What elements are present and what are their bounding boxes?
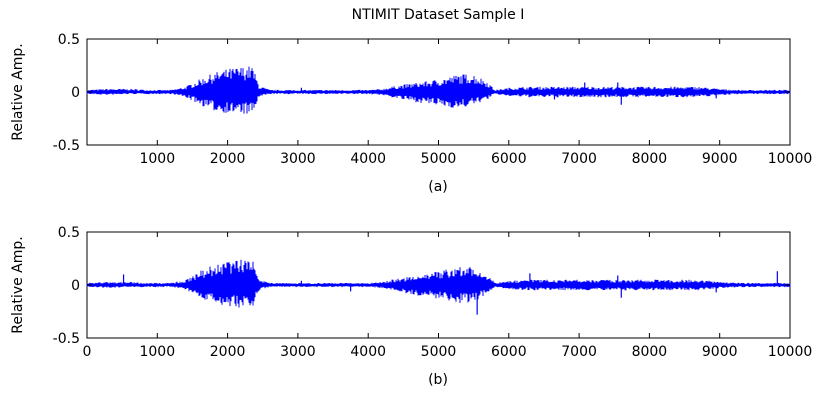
x-tick-label: 10000 <box>768 344 813 360</box>
subplot-b: 0 1000 2000 3000 4000 5000 6000 7000 8000 9000 100… <box>10 225 812 388</box>
y-axis-label-a: Relative Amp. <box>10 43 26 140</box>
x-tick-label: 4000 <box>350 344 386 360</box>
y-tick-label: 0.5 <box>58 225 80 241</box>
x-tick-label: 2000 <box>210 151 246 167</box>
x-ticks-b: 0 1000 2000 3000 4000 5000 6000 7000 8000 9000 100… <box>83 232 813 360</box>
x-tick-label: 3000 <box>280 344 316 360</box>
x-tick-label: 2000 <box>210 344 246 360</box>
x-axis-label-a: (a) <box>428 179 448 195</box>
y-ticks-a: -0.5 0 0.5 <box>53 32 790 154</box>
x-tick-label: 5000 <box>421 344 457 360</box>
y-tick-label: -0.5 <box>53 138 80 154</box>
x-axis-label-b: (b) <box>428 372 448 388</box>
x-tick-label: 3000 <box>280 151 316 167</box>
x-tick-label: 7000 <box>561 151 597 167</box>
y-ticks-b: -0.5 0 0.5 <box>53 225 790 347</box>
y-tick-label: 0 <box>71 85 80 101</box>
x-tick-label: 7000 <box>561 344 597 360</box>
subplot-a: 1000 2000 3000 4000 5000 6000 7000 8000 9000 1000… <box>10 32 812 195</box>
y-tick-label: 0 <box>71 278 80 294</box>
x-tick-label: 4000 <box>350 151 386 167</box>
x-tick-label: 6000 <box>491 151 527 167</box>
x-tick-label: 8000 <box>632 151 668 167</box>
x-tick-label: 9000 <box>702 151 738 167</box>
x-tick-label: 1000 <box>139 151 175 167</box>
x-tick-label: 1000 <box>139 344 175 360</box>
x-tick-label: 10000 <box>768 151 813 167</box>
y-tick-label: 0.5 <box>58 32 80 48</box>
x-ticks-a: 1000 2000 3000 4000 5000 6000 7000 8000 9000 1000… <box>139 39 812 167</box>
x-tick-label: 9000 <box>702 344 738 360</box>
y-tick-label: -0.5 <box>53 331 80 347</box>
x-tick-label: 8000 <box>632 344 668 360</box>
x-tick-label: 6000 <box>491 344 527 360</box>
figure-title: NTIMIT Dataset Sample I <box>352 7 525 23</box>
x-tick-label: 0 <box>83 344 92 360</box>
y-axis-label-b: Relative Amp. <box>10 236 26 333</box>
x-tick-label: 5000 <box>421 151 457 167</box>
